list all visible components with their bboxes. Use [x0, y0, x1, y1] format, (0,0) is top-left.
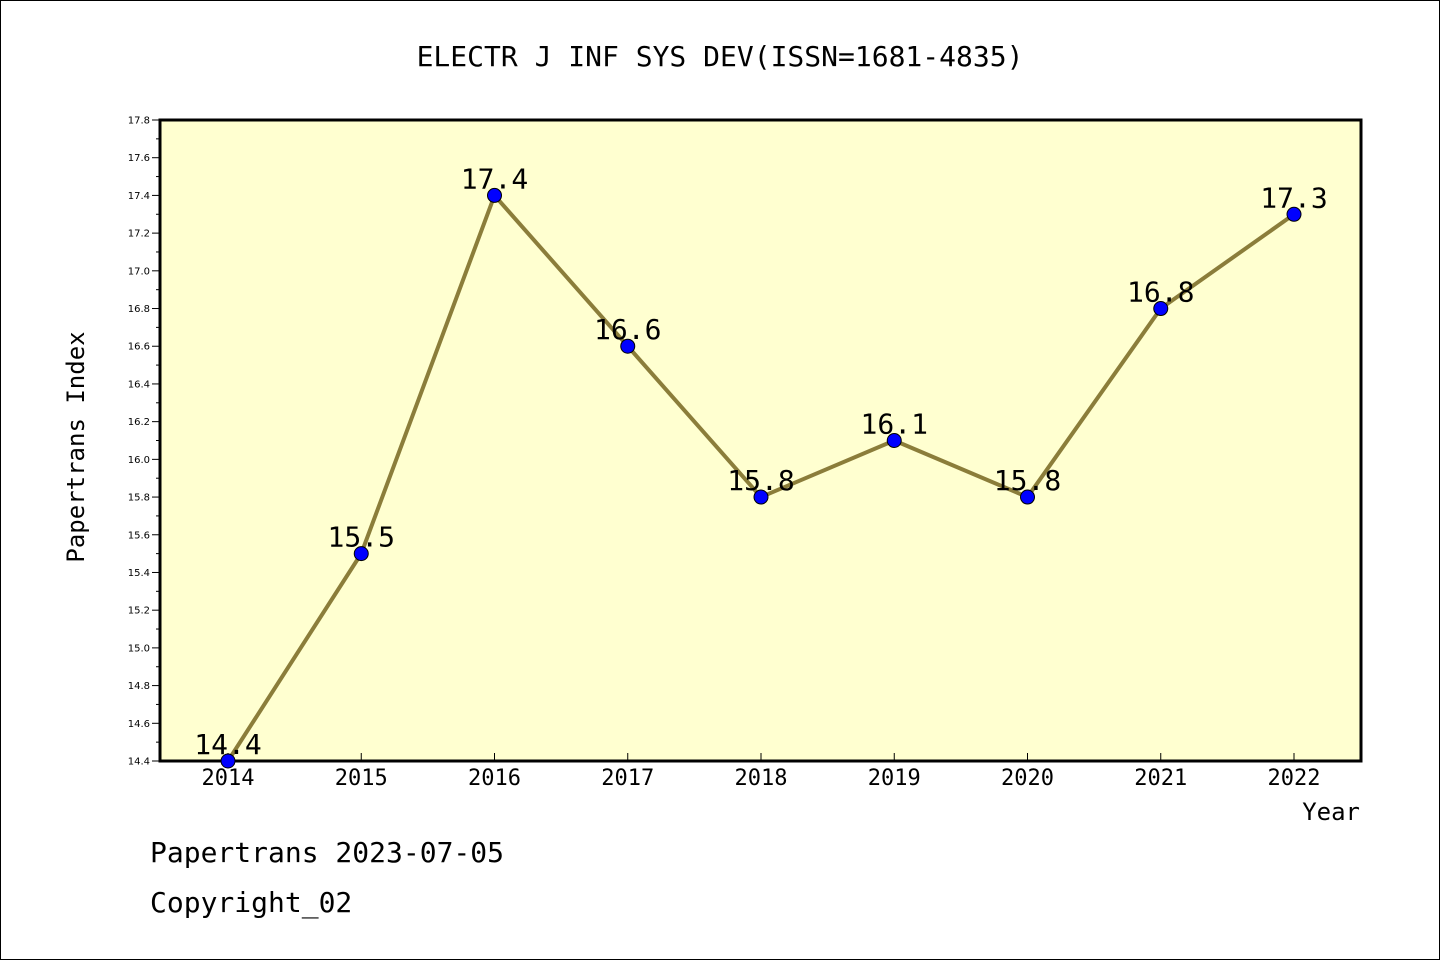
x-tick-label: 2019	[868, 766, 921, 791]
y-tick-label: 17.4	[128, 191, 150, 202]
data-label: 16.8	[1127, 276, 1194, 309]
y-tick-label: 17.0	[128, 266, 150, 277]
y-tick-label: 16.6	[128, 342, 150, 353]
data-label: 15.8	[727, 464, 794, 497]
x-axis: 2014 2015 2016 2017 2018 2019 2020 2021 2022	[202, 753, 1321, 791]
y-tick-label: 16.4	[128, 379, 150, 390]
y-tick-label: 15.8	[128, 493, 150, 504]
y-tick-label: 14.4	[128, 757, 150, 768]
x-tick-label: 2014	[202, 766, 255, 791]
data-point-marker	[1153, 301, 1169, 317]
y-axis-title: Papertrans Index	[62, 331, 90, 562]
x-axis-title: Year	[1302, 798, 1360, 826]
data-point-marker	[353, 546, 369, 562]
footer-date-text: Papertrans 2023-07-05	[150, 836, 505, 869]
data-label: 16.1	[861, 408, 928, 441]
x-tick-label: 2022	[1268, 766, 1321, 791]
y-tick-label: 14.8	[128, 681, 150, 692]
y-tick-label: 15.2	[128, 606, 150, 617]
data-point-marker	[220, 753, 236, 769]
y-tick-label: 16.0	[128, 455, 150, 466]
x-tick-label: 2018	[735, 766, 788, 791]
x-tick-label: 2017	[601, 766, 654, 791]
data-label: 15.5	[328, 521, 395, 554]
y-tick-label: 15.6	[128, 530, 150, 541]
data-point-marker	[1286, 206, 1302, 222]
data-point-marker	[620, 338, 636, 354]
data-label: 16.6	[594, 313, 661, 346]
y-tick-label: 14.6	[128, 719, 150, 730]
x-tick-label: 2016	[468, 766, 521, 791]
plot-area	[158, 118, 1363, 763]
x-tick-label: 2020	[1001, 766, 1054, 791]
y-tick-label: 17.6	[128, 153, 150, 164]
data-label: 15.8	[994, 464, 1061, 497]
data-point-marker	[886, 433, 902, 448]
data-label: 17.4	[461, 162, 528, 195]
y-tick-label: 17.2	[128, 229, 150, 240]
data-labels-group: 14.4 15.5 17.4 16.6 15.8 16.1 15.8 16.8 17.3	[194, 162, 1327, 761]
data-point-marker	[753, 489, 769, 505]
x-tick-label: 2021	[1134, 766, 1187, 791]
y-axis: 14.4 14.6 14.8 15.0 15.2 15.4 15.6 15.8 16.0 16.2…	[128, 116, 160, 768]
footer-copyright-text: Copyright_02	[150, 886, 353, 919]
data-label: 14.4	[194, 728, 261, 761]
y-tick-label: 15.4	[128, 568, 150, 579]
y-tick-label: 17.8	[128, 116, 150, 127]
data-point-marker	[487, 187, 502, 203]
data-label: 17.3	[1260, 181, 1327, 214]
data-point-marker	[1020, 489, 1035, 505]
x-tick-label: 2015	[335, 766, 388, 791]
y-tick-label: 16.2	[128, 417, 150, 428]
series-line-group	[220, 187, 1302, 769]
chart-title: ELECTR J INF SYS DEV(ISSN=1681-4835)	[417, 40, 1024, 73]
y-tick-label: 16.8	[128, 304, 150, 315]
y-tick-label: 15.0	[128, 643, 150, 654]
